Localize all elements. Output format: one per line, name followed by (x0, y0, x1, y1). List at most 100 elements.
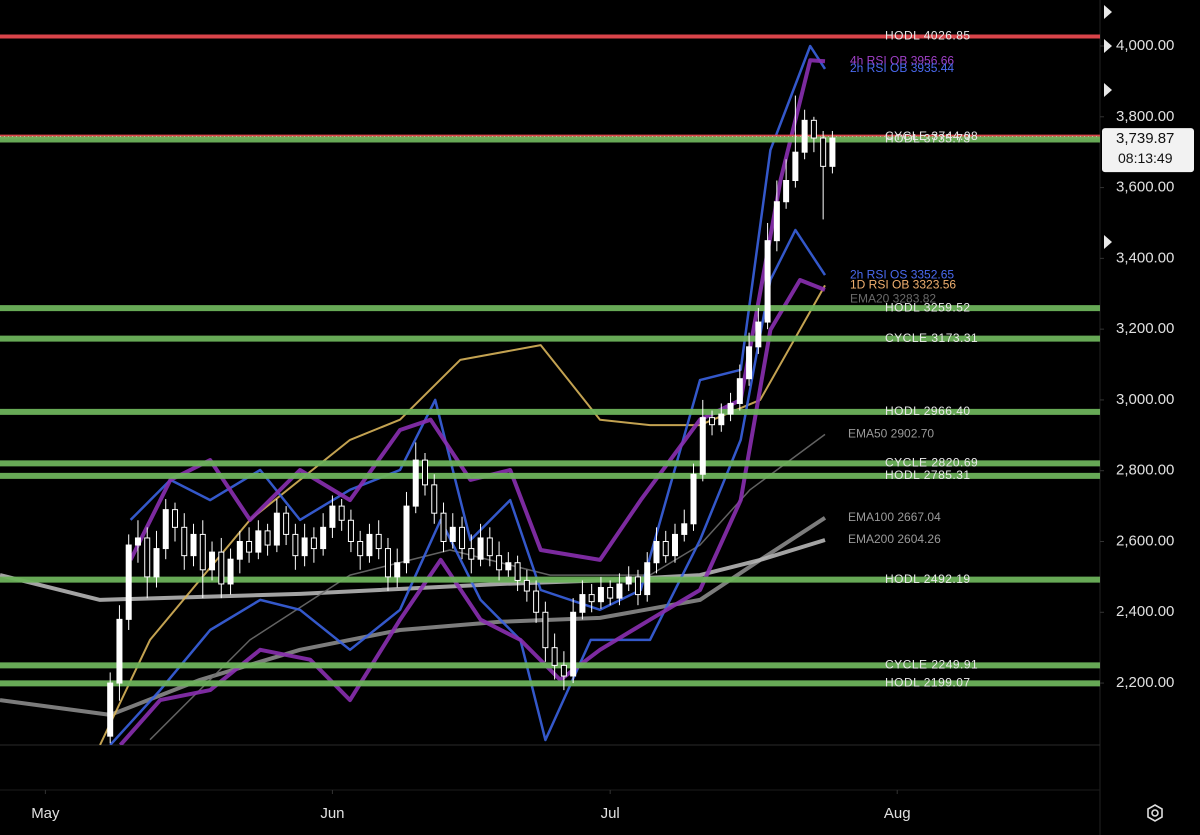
arrow-icon[interactable] (1104, 83, 1112, 97)
candle-body (736, 378, 743, 404)
candle-body (681, 523, 688, 535)
candle-body (625, 576, 632, 585)
candle-body (792, 151, 799, 181)
indicator-label: EMA100 2667.04 (848, 510, 941, 524)
candle-body (699, 417, 706, 475)
candle-body (477, 537, 484, 560)
candle-body (496, 555, 503, 571)
candle-body (394, 562, 401, 578)
candle-body (218, 551, 225, 585)
candle-body (227, 558, 234, 585)
indicator-label: 4h RSI OB 3956.66 (850, 54, 954, 68)
candle-body (560, 664, 567, 677)
y-tick-label: 3,600.00 (1116, 179, 1174, 196)
candle-body (486, 537, 493, 557)
candle-body (801, 119, 808, 153)
candle-body (551, 647, 558, 666)
indicator-label: EMA20 3283.82 (850, 292, 936, 306)
candle-body (412, 459, 419, 507)
candle-body (264, 530, 271, 546)
y-tick-label: 2,600.00 (1116, 532, 1174, 549)
candle-body (514, 562, 521, 581)
indicator-label: EMA200 2604.26 (848, 532, 941, 546)
y-tick-label: 2,200.00 (1116, 674, 1174, 691)
scale-arrows[interactable] (1104, 5, 1112, 249)
candle-body (570, 611, 577, 677)
candle-body (690, 473, 697, 525)
candle-body (616, 583, 623, 599)
candle-body (718, 413, 725, 426)
candle-body (366, 533, 373, 557)
level-label: HODL 3259.52 (885, 300, 971, 314)
candle-body (357, 540, 364, 557)
candle-body (320, 526, 327, 550)
candle-body (644, 562, 651, 596)
candle-body (653, 540, 660, 564)
y-tick-label: 3,800.00 (1116, 108, 1174, 125)
candle-body (375, 533, 382, 550)
x-tick-label: Jul (601, 805, 620, 822)
candle-body (181, 526, 188, 557)
candle-body (384, 548, 391, 578)
candle-body (709, 417, 716, 426)
level-label: HODL 3735.73 (885, 132, 971, 146)
arrow-icon[interactable] (1104, 39, 1112, 53)
level-label: HODL 2785.31 (885, 468, 971, 482)
candle-body (607, 587, 614, 599)
arrow-icon[interactable] (1104, 5, 1112, 19)
candle-body (468, 548, 475, 560)
y-tick-label: 3,000.00 (1116, 391, 1174, 408)
candle-body (440, 512, 447, 542)
candle-body (634, 576, 641, 596)
candle-body (746, 346, 753, 380)
y-tick-label: 3,200.00 (1116, 320, 1174, 337)
candle-body (505, 562, 512, 571)
candle-body (338, 505, 345, 521)
x-tick-label: Aug (884, 805, 911, 822)
candle-body (662, 540, 669, 557)
candle-body (190, 533, 197, 557)
settings-icon[interactable] (1147, 804, 1163, 822)
candle-body (283, 512, 290, 535)
x-tick-label: Jun (320, 805, 344, 822)
candle-body (236, 540, 243, 560)
y-tick-label: 4,000.00 (1116, 37, 1174, 54)
candle-body (727, 402, 734, 415)
candle-body (533, 590, 540, 613)
y-tick-label: 3,400.00 (1116, 249, 1174, 266)
level-label: HODL 2966.40 (885, 404, 971, 418)
candle-body (783, 179, 790, 203)
candle-body (431, 484, 438, 514)
candle-body (764, 240, 771, 323)
candle-body (162, 509, 169, 550)
arrow-icon[interactable] (1104, 235, 1112, 249)
candle-body (829, 137, 836, 167)
candle-body (255, 530, 262, 553)
candle-body (672, 533, 678, 557)
settings-hexagon[interactable] (1147, 804, 1163, 822)
candle-body (301, 537, 308, 557)
candle-body (773, 201, 780, 242)
candle-body (273, 512, 280, 546)
candle-body (523, 579, 530, 592)
settings-dot[interactable] (1151, 809, 1159, 817)
candle-body (153, 548, 160, 578)
level-label: HODL 4026.85 (885, 29, 971, 43)
candle-body (125, 544, 132, 620)
level-label: CYCLE 2249.91 (885, 658, 978, 672)
indicator-label: 1D RSI OB 3323.56 (850, 278, 956, 292)
level-label: CYCLE 3173.31 (885, 331, 978, 345)
candle-body (755, 321, 762, 348)
x-tick-label: May (31, 805, 60, 822)
candle-body (134, 537, 141, 546)
candle-body (116, 618, 123, 684)
candle-body (246, 540, 253, 553)
candle-body (449, 526, 456, 542)
indicator-line (149, 433, 826, 741)
candle-body (329, 505, 336, 528)
candle-body (107, 682, 114, 737)
countdown: 08:13:49 (1118, 150, 1173, 166)
candle-body (292, 533, 299, 557)
plot-area (0, 34, 1100, 745)
